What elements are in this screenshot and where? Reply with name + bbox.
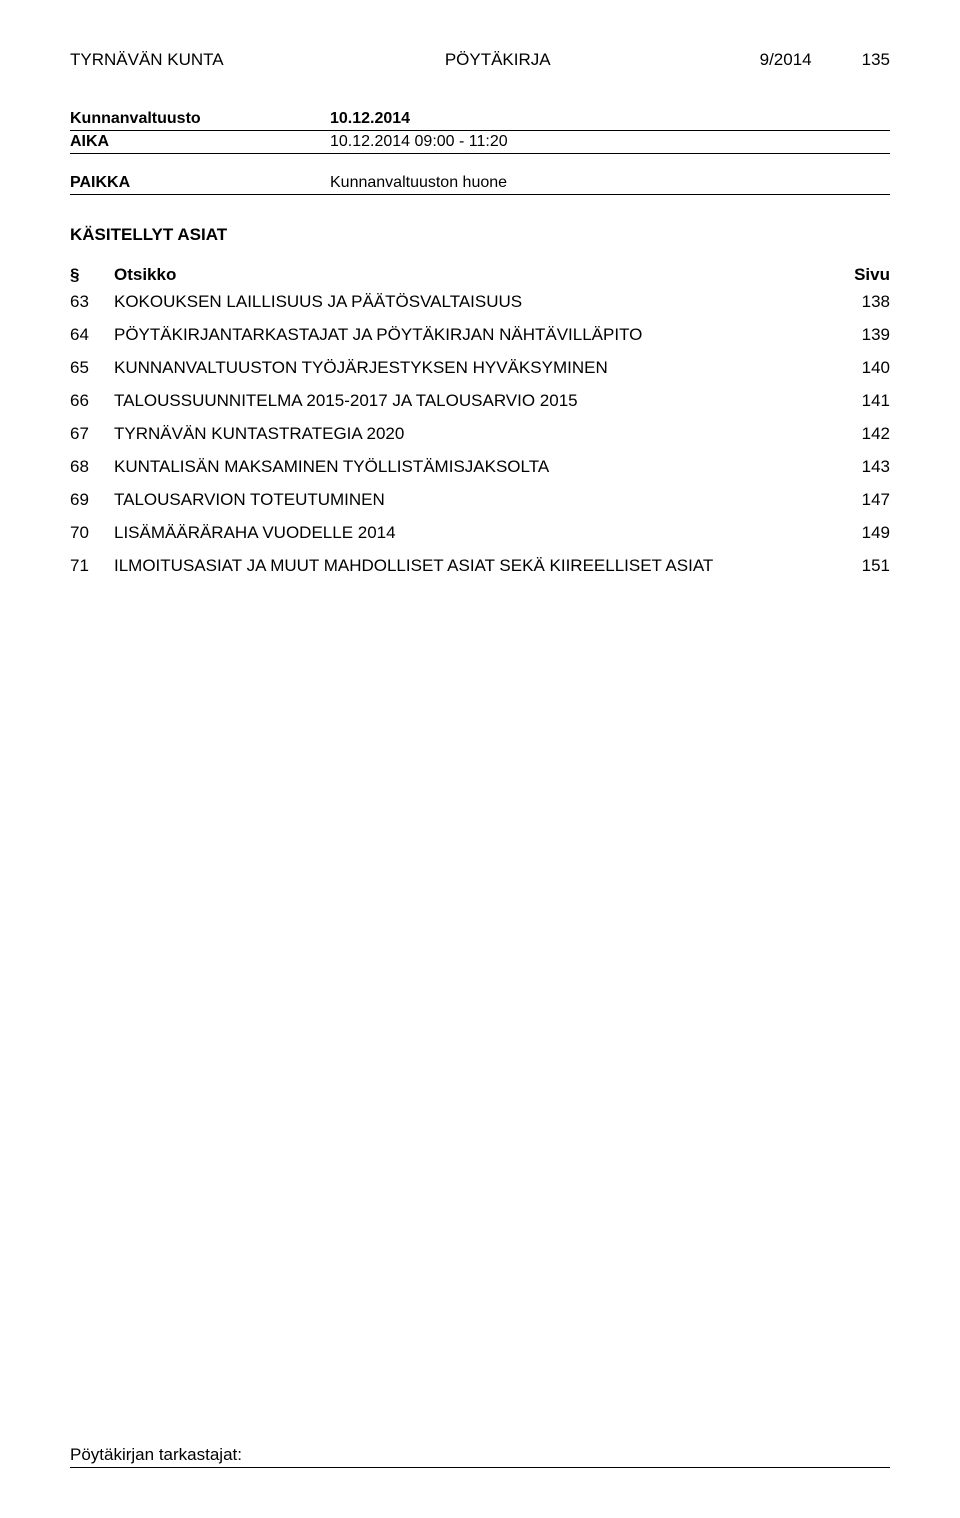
toc-item-title[interactable]: KUNTALISÄN MAKSAMINEN TYÖLLISTÄMISJAKSOL… [114, 456, 840, 479]
section-title: KÄSITELLYT ASIAT [70, 225, 890, 245]
toc-header-num: § [70, 265, 114, 285]
aika-label: AIKA [70, 133, 330, 151]
paikka-row: PAIKKA Kunnanvaltuuston huone [70, 174, 890, 195]
toc-item-num: 70 [70, 522, 114, 545]
toc-item-title[interactable]: LISÄMÄÄRÄRAHA VUODELLE 2014 [114, 522, 840, 545]
toc-item-title[interactable]: PÖYTÄKIRJANTARKASTAJAT JA PÖYTÄKIRJAN NÄ… [114, 324, 840, 347]
doc-type: PÖYTÄKIRJA [385, 50, 760, 70]
toc-item-page: 139 [840, 324, 890, 347]
toc-item-title[interactable]: TALOUSARVION TOTEUTUMINEN [114, 489, 840, 512]
toc-item-num: 69 [70, 489, 114, 512]
toc-item-page: 147 [840, 489, 890, 512]
page-number: 135 [862, 50, 890, 70]
toc-item-num: 66 [70, 390, 114, 413]
toc-row: 68KUNTALISÄN MAKSAMINEN TYÖLLISTÄMISJAKS… [70, 456, 890, 479]
toc-row: 65KUNNANVALTUUSTON TYÖJÄRJESTYKSEN HYVÄK… [70, 357, 890, 380]
doc-number: 9/2014 [760, 50, 812, 70]
toc-header-page: Sivu [840, 265, 890, 285]
page-header: TYRNÄVÄN KUNTA PÖYTÄKIRJA 9/2014 135 [70, 50, 890, 70]
toc-row: 71ILMOITUSASIAT JA MUUT MAHDOLLISET ASIA… [70, 555, 890, 578]
meeting-body-row: Kunnanvaltuusto 10.12.2014 [70, 110, 890, 131]
org-name: TYRNÄVÄN KUNTA [70, 50, 385, 70]
toc-row: 69TALOUSARVION TOTEUTUMINEN147 [70, 489, 890, 512]
toc-item-page: 138 [840, 291, 890, 314]
toc-item-page: 151 [840, 555, 890, 578]
paikka-label: PAIKKA [70, 174, 330, 192]
toc-item-num: 64 [70, 324, 114, 347]
toc-row: 63KOKOUKSEN LAILLISUUS JA PÄÄTÖSVALTAISU… [70, 291, 890, 314]
toc-row: 64PÖYTÄKIRJANTARKASTAJAT JA PÖYTÄKIRJAN … [70, 324, 890, 347]
meeting-block: Kunnanvaltuusto 10.12.2014 AIKA 10.12.20… [70, 110, 890, 154]
toc-row: 66TALOUSSUUNNITELMA 2015-2017 JA TALOUSA… [70, 390, 890, 413]
toc-item-page: 142 [840, 423, 890, 446]
toc-item-num: 63 [70, 291, 114, 314]
toc-item-title[interactable]: KUNNANVALTUUSTON TYÖJÄRJESTYKSEN HYVÄKSY… [114, 357, 840, 380]
toc-body: 63KOKOUKSEN LAILLISUUS JA PÄÄTÖSVALTAISU… [70, 291, 890, 577]
toc-row: 67TYRNÄVÄN KUNTASTRATEGIA 2020142 [70, 423, 890, 446]
toc-header: § Otsikko Sivu [70, 265, 890, 285]
toc-item-page: 141 [840, 390, 890, 413]
meeting-body: Kunnanvaltuusto [70, 110, 330, 128]
header-right: 9/2014 135 [760, 50, 890, 70]
toc-item-num: 68 [70, 456, 114, 479]
aika-value: 10.12.2014 09:00 - 11:20 [330, 133, 508, 151]
toc-item-title[interactable]: TYRNÄVÄN KUNTASTRATEGIA 2020 [114, 423, 840, 446]
toc-item-title[interactable]: KOKOUKSEN LAILLISUUS JA PÄÄTÖSVALTAISUUS [114, 291, 840, 314]
toc-item-num: 65 [70, 357, 114, 380]
toc-item-num: 71 [70, 555, 114, 578]
aika-row: AIKA 10.12.2014 09:00 - 11:20 [70, 133, 890, 154]
footer-text: Pöytäkirjan tarkastajat: [70, 1445, 890, 1468]
toc-header-title: Otsikko [114, 265, 840, 285]
toc-item-title[interactable]: TALOUSSUUNNITELMA 2015-2017 JA TALOUSARV… [114, 390, 840, 413]
meeting-date: 10.12.2014 [330, 110, 410, 128]
toc-item-page: 143 [840, 456, 890, 479]
toc-item-title[interactable]: ILMOITUSASIAT JA MUUT MAHDOLLISET ASIAT … [114, 555, 840, 578]
toc-row: 70LISÄMÄÄRÄRAHA VUODELLE 2014149 [70, 522, 890, 545]
paikka-value: Kunnanvaltuuston huone [330, 174, 507, 192]
toc-item-page: 140 [840, 357, 890, 380]
toc-item-num: 67 [70, 423, 114, 446]
toc-item-page: 149 [840, 522, 890, 545]
